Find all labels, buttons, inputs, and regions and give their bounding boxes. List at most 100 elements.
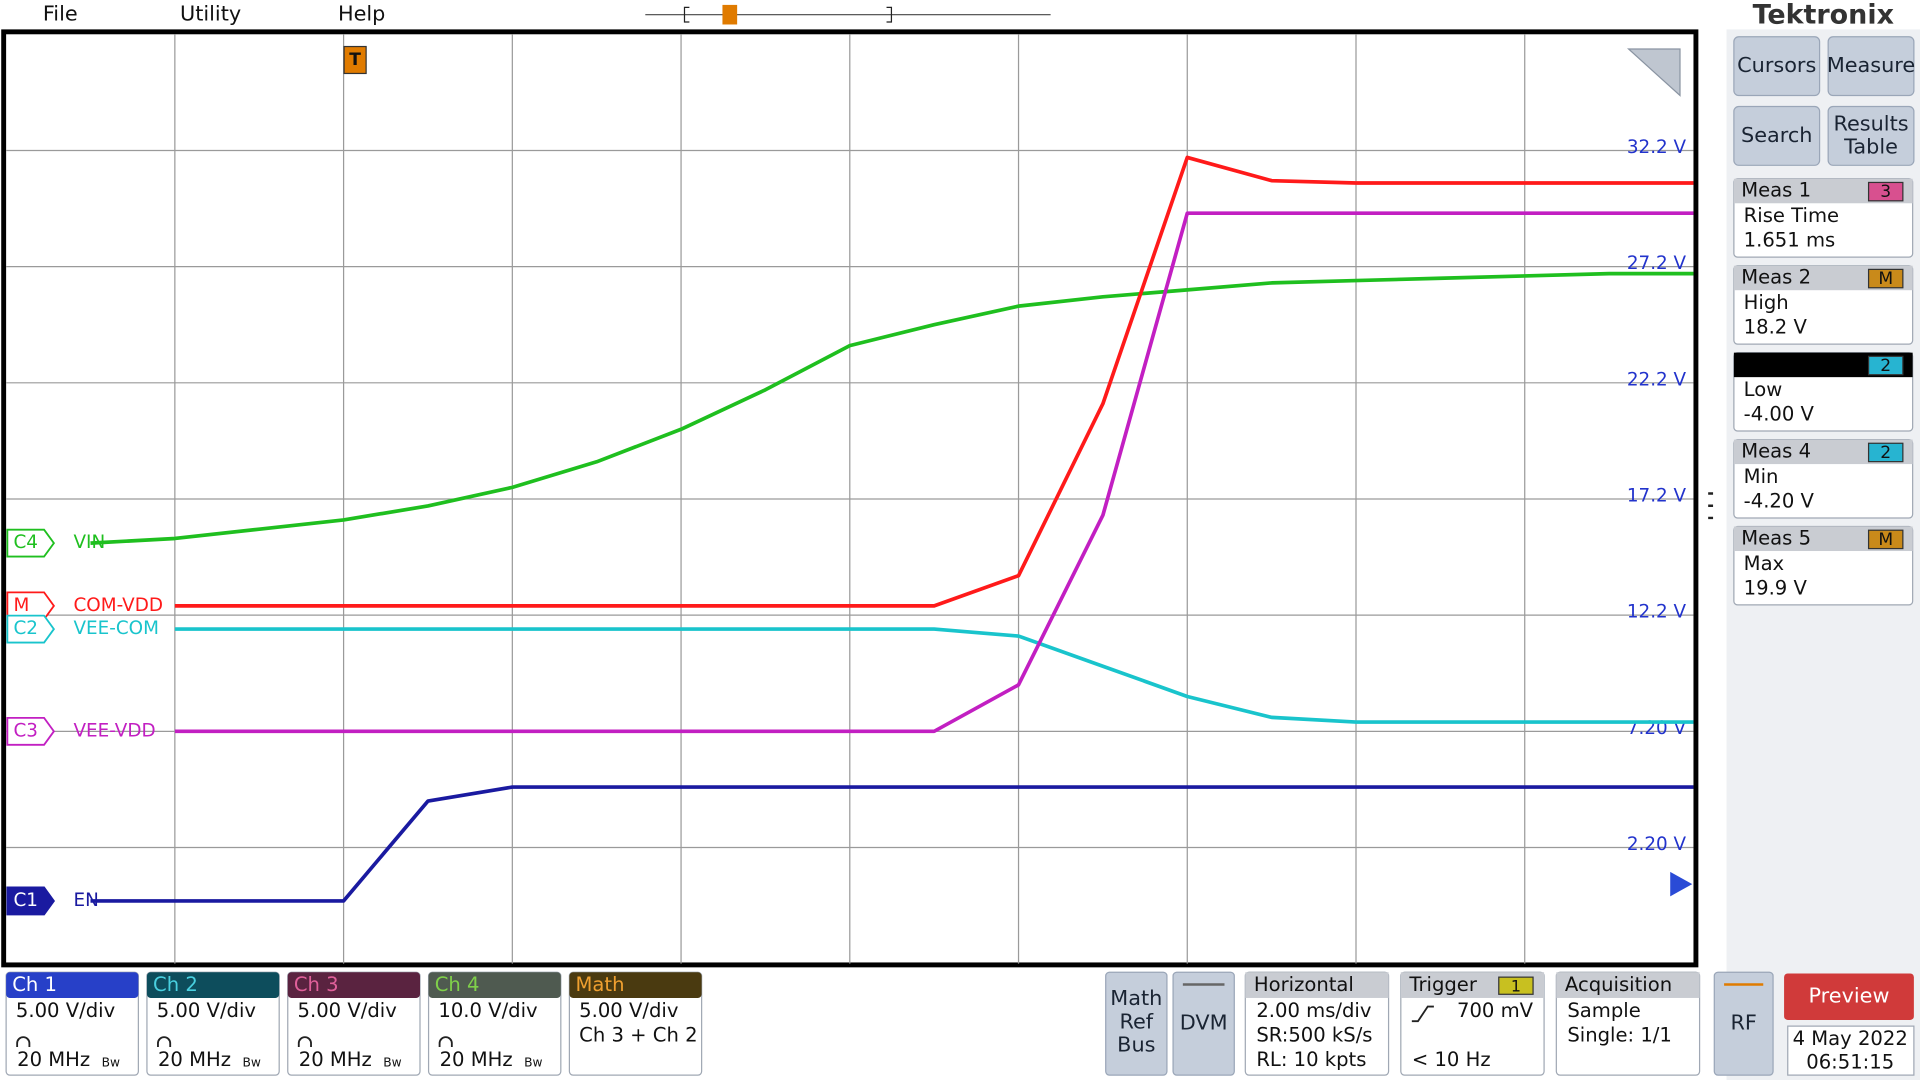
- math-ref-bus-label[interactable]: Ref: [1120, 1009, 1154, 1033]
- channel-bw: Bw: [383, 1055, 401, 1069]
- acquisition-title[interactable]: Acquisition: [1565, 973, 1672, 996]
- y-tick-label: 32.2 V: [1627, 137, 1687, 158]
- meas-badge-label: M: [1878, 269, 1893, 289]
- acquisition-line: Single: 1/1: [1567, 1023, 1672, 1046]
- channel-scale: 10.0 V/div: [438, 999, 537, 1022]
- meas-badge-label: 3: [1880, 182, 1891, 202]
- math-ref-bus-label[interactable]: Bus: [1117, 1033, 1155, 1057]
- trace: [174, 211, 1694, 734]
- meas-badge: [1867, 181, 1904, 202]
- plot: 32.2 V27.2 V22.2 V17.2 V12.2 V7.20 V2.20…: [6, 34, 1694, 964]
- trigger-marker-box: [343, 45, 367, 75]
- meas-value: 18.2 V: [1744, 316, 1808, 339]
- meas-title: Meas 5: [1741, 526, 1811, 549]
- y-tick-label: 2.20 V: [1627, 834, 1687, 855]
- probe-icon: [157, 1036, 172, 1047]
- probe-icon: [16, 1036, 31, 1047]
- y-tick-label: 17.2 V: [1627, 486, 1687, 507]
- meas-badge-label: 2: [1880, 356, 1891, 376]
- y-tick-label: 22.2 V: [1627, 369, 1687, 390]
- channel-scale: 5.00 V/div: [157, 999, 256, 1022]
- channel-bw: Bw: [242, 1055, 260, 1069]
- side-button-label[interactable]: Measure: [1827, 53, 1915, 77]
- dvm-label[interactable]: DVM: [1180, 1011, 1228, 1035]
- meas-value: -4.20 V: [1744, 490, 1815, 513]
- meas-value: 19.9 V: [1744, 576, 1808, 599]
- rf-button[interactable]: [1713, 971, 1774, 1076]
- acquisition-line: Sample: [1567, 999, 1640, 1022]
- horizontal-line: RL: 10 kpts: [1256, 1048, 1366, 1071]
- horizontal-line: 2.00 ms/div: [1256, 999, 1371, 1022]
- menu-utility[interactable]: Utility: [180, 2, 241, 26]
- trigger-title[interactable]: Trigger: [1408, 973, 1477, 996]
- trace-tag[interactable]: M: [13, 595, 29, 616]
- channel-scale: 5.00 V/div: [579, 999, 678, 1022]
- side-button[interactable]: [1827, 36, 1915, 97]
- horizontal-header: [1245, 972, 1389, 998]
- probe-icon: [297, 1036, 312, 1047]
- side-button-label[interactable]: Results: [1833, 111, 1908, 135]
- trace-name: EN: [73, 890, 98, 911]
- channel-header: [569, 972, 702, 998]
- acquisition-header: [1556, 972, 1700, 998]
- channel-bandwidth: 20 MHz: [440, 1048, 513, 1071]
- side-button[interactable]: [1827, 105, 1915, 166]
- trace-tag[interactable]: C3: [13, 720, 38, 741]
- channel-scale: 5.00 V/div: [16, 999, 115, 1022]
- channel-name[interactable]: Ch 4: [435, 973, 480, 996]
- horizontal-title[interactable]: Horizontal: [1254, 973, 1354, 996]
- date: 4 May 2022: [1793, 1027, 1908, 1050]
- meas-name: Min: [1744, 465, 1779, 488]
- channel-header: [146, 972, 280, 998]
- zoom-icon[interactable]: [1626, 48, 1681, 97]
- rf-label[interactable]: RF: [1730, 1011, 1756, 1035]
- datetime-box[interactable]: [1787, 1025, 1915, 1076]
- trace-tag[interactable]: C2: [13, 618, 38, 639]
- offset-arrow: [1670, 871, 1693, 897]
- menu-file[interactable]: File: [43, 2, 78, 26]
- probe-icon: [438, 1036, 453, 1047]
- side-button-label[interactable]: Cursors: [1737, 53, 1816, 77]
- channel-header: [287, 972, 420, 998]
- trace-tag-box[interactable]: [6, 528, 56, 558]
- meas-name: Max: [1744, 552, 1784, 575]
- y-tick-label: 12.2 V: [1627, 602, 1687, 623]
- side-button-label[interactable]: Table: [1843, 135, 1898, 159]
- trace-name: COM-VDD: [73, 595, 163, 616]
- trace-tag-box[interactable]: [6, 886, 56, 916]
- math-ref-bus-label[interactable]: Math: [1110, 986, 1162, 1010]
- channel-header: [6, 972, 139, 998]
- dvm-button[interactable]: [1172, 971, 1235, 1076]
- channel-name[interactable]: Ch 1: [12, 973, 57, 996]
- trigger-source-badge: [1498, 976, 1534, 995]
- channel-name[interactable]: Math: [576, 973, 625, 996]
- preview-label[interactable]: Preview: [1809, 984, 1890, 1008]
- trace-tag-box[interactable]: [6, 716, 56, 746]
- channel-bandwidth: 20 MHz: [299, 1048, 372, 1071]
- meas-badge: [1867, 355, 1904, 376]
- trigger-slope: [1411, 1005, 1434, 1023]
- channel-scale: 5.00 V/div: [298, 999, 397, 1022]
- trace: [174, 627, 1694, 724]
- trigger-rate: < 10 Hz: [1412, 1048, 1491, 1071]
- brand: Tektronix: [1753, 0, 1894, 30]
- meas-name: High: [1744, 291, 1789, 314]
- channel-name[interactable]: Ch 3: [294, 973, 339, 996]
- trace-tag[interactable]: C1: [13, 890, 38, 911]
- side-button[interactable]: [1733, 36, 1821, 97]
- math-ref-bus-button[interactable]: [1105, 971, 1168, 1076]
- meas-title: Meas 2: [1741, 265, 1811, 288]
- preview-button[interactable]: [1784, 973, 1914, 1020]
- trace-tag[interactable]: C4: [13, 532, 38, 553]
- side-button[interactable]: [1733, 105, 1821, 166]
- trigger-marker: T: [349, 50, 361, 70]
- trace-name: VIN: [73, 532, 105, 553]
- channel-bandwidth: 20 MHz: [17, 1048, 90, 1071]
- channel-name[interactable]: Ch 2: [153, 973, 198, 996]
- side-button-label[interactable]: Search: [1741, 123, 1812, 147]
- trace-tag-box[interactable]: [6, 614, 56, 644]
- trigger-source: 1: [1511, 976, 1521, 995]
- menu-help[interactable]: Help: [338, 2, 385, 26]
- meas-badge: [1867, 268, 1904, 289]
